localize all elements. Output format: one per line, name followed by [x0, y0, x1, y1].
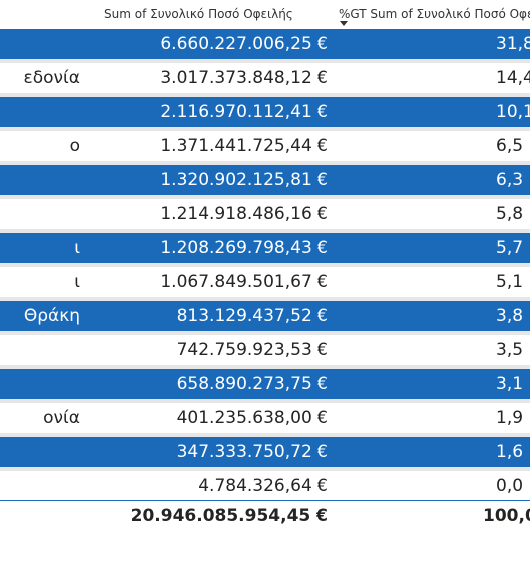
row-name-cell: ονία [0, 403, 80, 433]
row-percent-cell: 5,8 [496, 199, 523, 229]
total-row: 20.946.085.954,45 € 100,0 [0, 501, 530, 531]
row-amount-cell: 347.333.750,72 € [177, 437, 328, 467]
row-amount-cell: 1.067.849.501,67 € [160, 267, 328, 297]
row-percent-cell: 3,5 [496, 335, 523, 365]
column-header-percent[interactable]: %GT Sum of Συνολικό Ποσό Οφειλής [339, 7, 530, 21]
row-amount-cell: 658.890.273,75 € [177, 369, 328, 399]
row-amount-cell: 3.017.373.848,12 € [160, 63, 328, 93]
row-amount-cell: 1.371.441.725,44 € [160, 131, 328, 161]
column-header-row: Sum of Συνολικό Ποσό Οφειλής %GT Sum of … [0, 0, 530, 29]
total-percent-cell: 100,0 [483, 501, 530, 531]
table-row[interactable]: 1.214.918.486,16 € 5,8 [0, 199, 530, 229]
table-row[interactable]: 658.890.273,75 € 3,1 [0, 369, 530, 399]
table-row[interactable]: ονία 401.235.638,00 € 1,9 [0, 403, 530, 433]
table-row[interactable]: 1.320.902.125,81 € 6,3 [0, 165, 530, 195]
row-amount-cell: 6.660.227.006,25 € [160, 29, 328, 59]
table-row[interactable]: 6.660.227.006,25 € 31,8 [0, 29, 530, 59]
row-amount-cell: 2.116.970.112,41 € [160, 97, 328, 127]
row-percent-cell: 5,1 [496, 267, 523, 297]
table-row[interactable]: 2.116.970.112,41 € 10,1 [0, 97, 530, 127]
row-percent-cell: 10,1 [496, 97, 530, 127]
row-percent-cell: 1,9 [496, 403, 523, 433]
sort-descending-icon[interactable] [340, 21, 348, 26]
total-amount-cell: 20.946.085.954,45 € [131, 501, 328, 531]
table-row[interactable]: εδονία 3.017.373.848,12 € 14,4 [0, 63, 530, 93]
table-row[interactable]: ι 1.208.269.798,43 € 5,7 [0, 233, 530, 263]
table-row[interactable]: 742.759.923,53 € 3,5 [0, 335, 530, 365]
row-percent-cell: 31,8 [496, 29, 530, 59]
column-header-sum[interactable]: Sum of Συνολικό Ποσό Οφειλής [104, 7, 293, 21]
table-row[interactable]: ι 1.067.849.501,67 € 5,1 [0, 267, 530, 297]
row-name-cell: ο [0, 131, 80, 161]
row-name-cell: εδονία [0, 63, 80, 93]
table-body: 6.660.227.006,25 € 31,8 εδονία 3.017.373… [0, 29, 530, 505]
row-percent-cell: 5,7 [496, 233, 523, 263]
row-percent-cell: 6,3 [496, 165, 523, 195]
row-name-cell: Θράκη [0, 301, 80, 331]
row-percent-cell: 6,5 [496, 131, 523, 161]
table-row[interactable]: 4.784.326,64 € 0,0 [0, 471, 530, 501]
row-percent-cell: 14,4 [496, 63, 530, 93]
table-row[interactable]: ο 1.371.441.725,44 € 6,5 [0, 131, 530, 161]
row-percent-cell: 3,1 [496, 369, 523, 399]
row-percent-cell: 1,6 [496, 437, 523, 467]
row-percent-cell: 3,8 [496, 301, 523, 331]
row-amount-cell: 1.208.269.798,43 € [160, 233, 328, 263]
row-amount-cell: 813.129.437,52 € [177, 301, 328, 331]
row-amount-cell: 401.235.638,00 € [177, 403, 328, 433]
row-amount-cell: 742.759.923,53 € [177, 335, 328, 365]
row-name-cell: ι [0, 233, 80, 263]
row-amount-cell: 1.214.918.486,16 € [160, 199, 328, 229]
row-percent-cell: 0,0 [496, 471, 523, 501]
table-row[interactable]: 347.333.750,72 € 1,6 [0, 437, 530, 467]
row-name-cell: ι [0, 267, 80, 297]
table-row[interactable]: Θράκη 813.129.437,52 € 3,8 [0, 301, 530, 331]
row-amount-cell: 4.784.326,64 € [198, 471, 328, 501]
row-amount-cell: 1.320.902.125,81 € [160, 165, 328, 195]
